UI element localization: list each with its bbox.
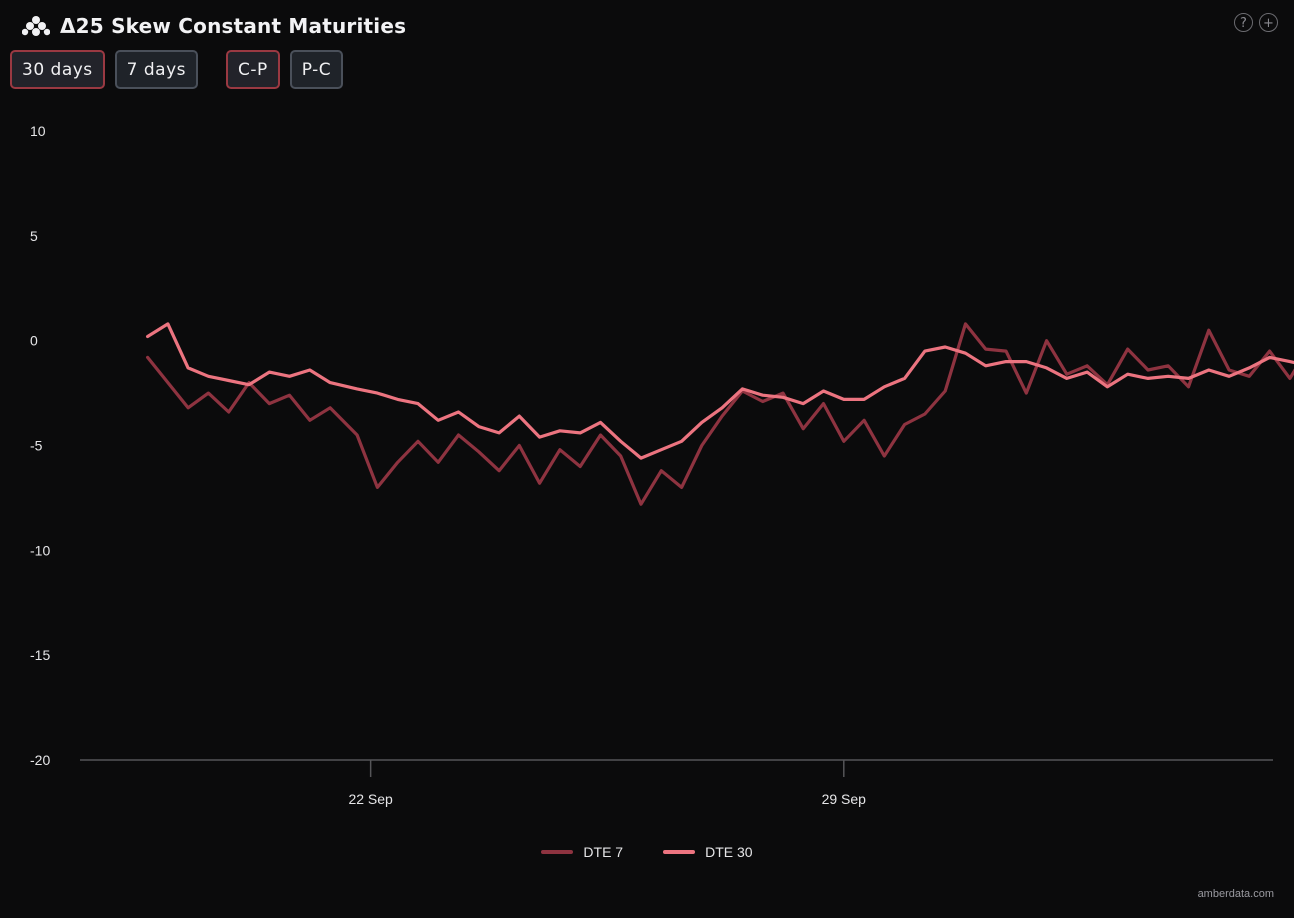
legend-swatch-dte7	[541, 850, 574, 854]
x-tick-label: 29 Sep	[822, 791, 867, 807]
y-tick-label: -10	[30, 542, 50, 558]
legend-label-dte30: DTE 30	[705, 844, 753, 860]
legend-swatch-dte30	[663, 850, 696, 854]
y-tick-label: 5	[30, 228, 38, 244]
x-tick-label: 22 Sep	[348, 791, 393, 807]
watermark: amberdata.com	[1197, 888, 1274, 900]
series-line-dte30	[146, 322, 1294, 460]
legend-label-dte7: DTE 7	[583, 844, 624, 860]
y-tick-label: -15	[30, 647, 50, 663]
y-tick-label: 0	[30, 333, 38, 349]
chart-header: Δ25 Skew Constant Maturities	[22, 10, 406, 42]
help-icon[interactable]: ?	[1234, 13, 1253, 32]
legend-item-dte7[interactable]: DTE 7	[541, 844, 623, 860]
series-line-dte7	[146, 322, 1294, 506]
y-tick-label: -20	[30, 752, 50, 768]
legend: DTE 7 DTE 30	[0, 844, 1294, 860]
30-days-button[interactable]: 30 days	[10, 50, 105, 89]
y-tick-label: 10	[30, 123, 46, 139]
p-c-button[interactable]: P-C	[289, 50, 344, 89]
add-icon[interactable]: +	[1259, 13, 1278, 32]
toolbar: 30 days 7 days C-P P-C	[10, 50, 344, 89]
7-days-button[interactable]: 7 days	[114, 50, 199, 89]
amberdata-logo-icon	[22, 16, 50, 36]
legend-item-dte30[interactable]: DTE 30	[663, 844, 753, 860]
y-tick-label: -5	[30, 438, 43, 454]
c-p-button[interactable]: C-P	[226, 50, 280, 89]
corner-icons: ? +	[1234, 13, 1278, 32]
chart-title: Δ25 Skew Constant Maturities	[60, 14, 407, 38]
